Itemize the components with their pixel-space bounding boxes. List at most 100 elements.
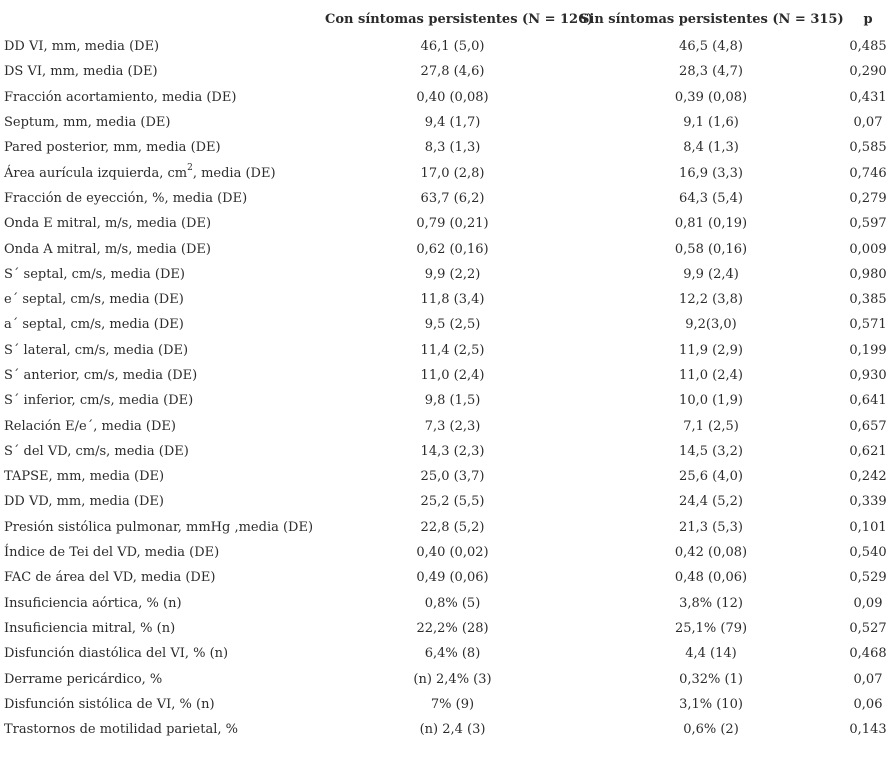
table-row: Insuficiencia aórtica, % (n) 0,8% (5) 3,8%… [0, 591, 894, 616]
table-row: DD VI, mm, media (DE) 46,1 (5,0) 46,5 (4,8… [0, 34, 894, 59]
p-value: 0,06 [853, 696, 883, 712]
table-row: a´ septal, cm/s, media (DE) 9,5 (2,5) 9,2(… [0, 312, 894, 337]
value-sin-sintomas: 10,0 (1,9) [679, 393, 743, 409]
row-label: Insuficiencia mitral, % (n) [4, 620, 176, 636]
value-sin-sintomas: 4,4 (14) [685, 646, 737, 662]
table-row: Onda A mitral, m/s, media (DE) 0,62 (0,16… [0, 236, 894, 261]
value-sin-sintomas: 64,3 (5,4) [679, 190, 743, 206]
row-label: S´ lateral, cm/s, media (DE) [4, 342, 189, 358]
value-sin-sintomas: 46,5 (4,8) [679, 39, 743, 55]
value-con-sintomas: 9,9 (2,2) [424, 266, 481, 282]
table-row: S´ anterior, cm/s, media (DE) 11,0 (2,4) 1… [0, 363, 894, 388]
table-row: Índice de Tei del VD, media (DE) 0,40 (0,… [0, 540, 894, 565]
table-row: Derrame pericárdico, % (n) 2,4% (3) 0,32% … [0, 666, 894, 691]
table-row: Septum, mm, media (DE) 9,4 (1,7) 9,1 (1,6)… [0, 110, 894, 135]
p-value: 0,657 [849, 418, 887, 434]
value-con-sintomas: 0,40 (0,08) [416, 89, 489, 105]
p-value: 0,597 [849, 216, 887, 232]
value-con-sintomas: 17,0 (2,8) [420, 165, 485, 181]
value-sin-sintomas: 21,3 (5,3) [679, 519, 743, 535]
table-row: S´ lateral, cm/s, media (DE) 11,4 (2,5) 11… [0, 338, 894, 363]
table-row: Relación E/e´, media (DE) 7,3 (2,3) 7,1 (2… [0, 413, 894, 438]
value-con-sintomas: (n) 2,4 (3) [419, 722, 486, 738]
p-value: 0,290 [849, 64, 887, 80]
row-label: Derrame pericárdico, % [4, 671, 163, 687]
value-con-sintomas: 22,8 (5,2) [420, 519, 485, 535]
row-label: Relación E/e´, media (DE) [4, 418, 176, 434]
table-row: DS VI, mm, media (DE) 27,8 (4,6) 28,3 (4,7… [0, 59, 894, 84]
p-value: 0,930 [849, 368, 887, 383]
value-sin-sintomas: 25,6 (4,0) [679, 469, 743, 485]
value-con-sintomas: 25,0 (3,7) [420, 469, 485, 485]
value-sin-sintomas: 0,42 (0,08) [674, 545, 748, 561]
row-label: DD VD, mm, media (DE) [4, 494, 164, 510]
row-label: Pared posterior, mm, media (DE) [4, 140, 221, 156]
value-sin-sintomas: 11,0 (2,4) [679, 368, 743, 383]
p-value: 0,571 [849, 317, 887, 333]
table-row: Onda E mitral, m/s, media (DE) 0,79 (0,21… [0, 211, 894, 236]
value-sin-sintomas: 0,48 (0,06) [674, 570, 748, 586]
value-sin-sintomas: 0,39 (0,08) [674, 89, 748, 105]
p-value: 0,641 [849, 393, 887, 409]
p-value: 0,621 [849, 443, 887, 459]
value-sin-sintomas: 0,81 (0,19) [674, 216, 748, 232]
header-con-sintomas: Con síntomas persistentes (N = 126) [325, 11, 594, 27]
row-label: Fracción acortamiento, media (DE) [4, 89, 237, 105]
value-con-sintomas: 25,2 (5,5) [420, 494, 485, 510]
value-con-sintomas: 11,4 (2,5) [420, 342, 485, 358]
header-empty [0, 4, 325, 34]
value-sin-sintomas: 0,32% (1) [679, 671, 743, 687]
row-label: FAC de área del VD, media (DE) [4, 570, 216, 586]
row-label: DD VI, mm, media (DE) [4, 39, 160, 55]
value-sin-sintomas: 14,5 (3,2) [679, 443, 743, 459]
table-row: Insuficiencia mitral, % (n) 22,2% (28) 25,… [0, 616, 894, 641]
table-row: Pared posterior, mm, media (DE) 8,3 (1,3)… [0, 135, 894, 160]
p-value: 0,527 [849, 620, 887, 636]
table-row: TAPSE, mm, media (DE) 25,0 (3,7) 25,6 (4,0… [0, 464, 894, 489]
p-value: 0,746 [849, 165, 887, 181]
p-value: 0,279 [849, 190, 887, 206]
table-row: Fracción acortamiento, media (DE) 0,40 (0… [0, 85, 894, 110]
row-label: Septum, mm, media (DE) [4, 115, 171, 131]
row-label-text: Área aurícula izquierda, cm [4, 165, 188, 181]
header-sin-sintomas: Sin síntomas persistentes (N = 315) [580, 11, 844, 27]
header-p-value: p [863, 11, 873, 27]
value-con-sintomas: 14,3 (2,3) [420, 443, 485, 459]
p-value: 0,385 [849, 292, 887, 308]
value-con-sintomas: (n) 2,4% (3) [413, 671, 492, 687]
p-value: 0,242 [849, 469, 887, 485]
table-row: Trastornos de motilidad parietal, % (n) 2… [0, 717, 894, 742]
table-header: Con síntomas persistentes (N = 126) Sin … [0, 4, 894, 34]
p-value: 0,09 [853, 595, 883, 611]
value-sin-sintomas: 9,9 (2,4) [683, 266, 739, 282]
value-con-sintomas: 11,8 (3,4) [420, 292, 485, 308]
row-label: Insuficiencia aórtica, % (n) [4, 595, 182, 611]
value-sin-sintomas: 0,6% (2) [683, 722, 739, 738]
value-sin-sintomas: 8,4 (1,3) [683, 140, 739, 156]
p-value: 0,540 [849, 545, 887, 561]
table-body: DD VI, mm, media (DE) 46,1 (5,0) 46,5 (4,8… [0, 34, 894, 742]
table-row: Disfunción diastólica del VI, % (n) 6,4% … [0, 641, 894, 666]
value-sin-sintomas: 16,9 (3,3) [679, 165, 743, 181]
value-sin-sintomas: 0,58 (0,16) [674, 241, 748, 257]
value-con-sintomas: 22,2% (28) [416, 620, 489, 636]
row-label-text: , media (DE) [192, 165, 276, 181]
value-sin-sintomas: 12,2 (3,8) [679, 292, 743, 308]
p-value: 0,101 [849, 519, 887, 535]
row-label: DS VI, mm, media (DE) [4, 64, 158, 80]
value-con-sintomas: 9,5 (2,5) [424, 317, 481, 333]
row-label: a´ septal, cm/s, media (DE) [4, 317, 184, 333]
value-sin-sintomas: 7,1 (2,5) [683, 418, 739, 434]
row-label: Área aurícula izquierda, cm2, media (DE) [0, 160, 325, 185]
value-sin-sintomas: 3,1% (10) [679, 696, 743, 712]
row-label: Onda A mitral, m/s, media (DE) [4, 241, 211, 257]
p-value: 0,468 [849, 646, 887, 662]
p-value: 0,199 [849, 342, 887, 358]
row-label: Índice de Tei del VD, media (DE) [4, 545, 220, 561]
value-con-sintomas: 7% (9) [430, 696, 475, 712]
value-sin-sintomas: 11,9 (2,9) [679, 342, 743, 358]
row-label: S´ inferior, cm/s, media (DE) [4, 393, 194, 409]
p-value: 0,529 [849, 570, 887, 586]
table-row: S´ septal, cm/s, media (DE) 9,9 (2,2) 9,9 … [0, 262, 894, 287]
value-con-sintomas: 27,8 (4,6) [420, 64, 485, 80]
